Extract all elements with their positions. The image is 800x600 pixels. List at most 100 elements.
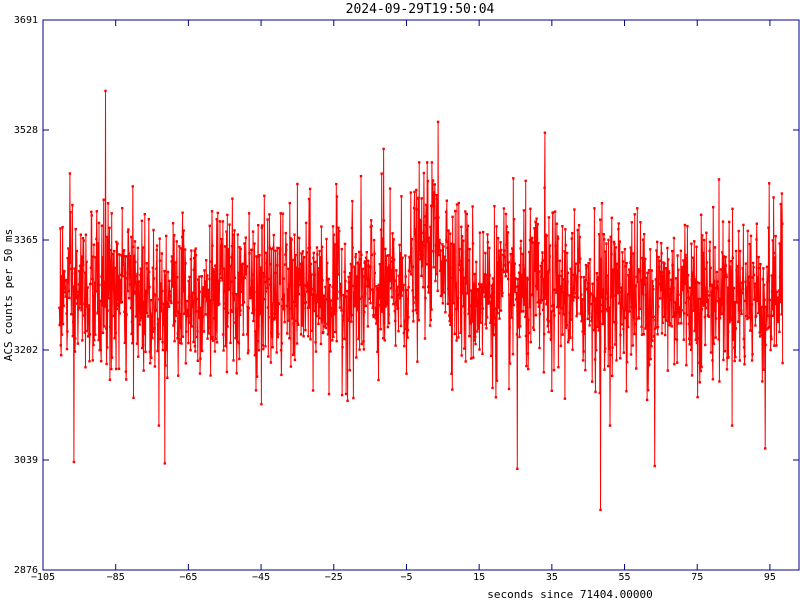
data-point <box>775 290 778 294</box>
data-point <box>109 260 112 263</box>
data-point <box>193 345 197 348</box>
data-point <box>326 333 330 336</box>
data-point <box>699 369 703 373</box>
data-point <box>370 224 373 228</box>
data-point <box>237 341 241 345</box>
data-point <box>232 359 235 362</box>
data-point <box>291 317 294 320</box>
data-point <box>597 275 600 279</box>
data-point <box>158 259 162 262</box>
data-point <box>689 297 692 301</box>
data-point <box>441 243 444 246</box>
data-point <box>705 261 709 264</box>
data-point <box>471 320 474 323</box>
data-point <box>641 256 644 260</box>
data-point <box>331 225 335 228</box>
data-point <box>429 318 432 322</box>
y-tick-label: 3528 <box>14 125 38 136</box>
data-point <box>724 255 727 259</box>
data-point <box>254 330 257 333</box>
data-point <box>244 260 247 263</box>
data-point <box>619 333 622 337</box>
data-point <box>518 263 522 267</box>
data-point <box>753 282 757 285</box>
data-point <box>365 274 368 278</box>
data-point <box>764 343 767 347</box>
data-point <box>335 340 338 343</box>
data-point <box>552 309 555 313</box>
data-point <box>324 298 328 301</box>
data-point <box>665 268 668 271</box>
data-point <box>232 233 235 236</box>
data-point <box>395 269 398 272</box>
data-point <box>149 299 153 302</box>
data-point <box>280 342 283 345</box>
data-point <box>617 302 621 305</box>
data-point <box>64 295 68 298</box>
data-point <box>774 234 777 238</box>
data-point <box>664 306 667 310</box>
data-point <box>485 316 489 319</box>
data-point <box>616 291 620 295</box>
data-point <box>462 305 465 308</box>
data-point <box>337 226 340 229</box>
data-point <box>728 265 732 268</box>
data-point <box>599 218 602 221</box>
data-point <box>461 292 464 295</box>
data-point <box>567 329 571 332</box>
data-point <box>399 252 402 255</box>
data-point <box>189 258 193 261</box>
x-tick-label: 35 <box>546 572 558 583</box>
data-point <box>139 267 142 270</box>
data-point <box>732 286 736 290</box>
data-point <box>84 233 88 236</box>
data-point <box>477 327 480 330</box>
data-point <box>219 245 222 248</box>
data-point <box>744 280 747 283</box>
data-point <box>78 269 81 273</box>
data-point <box>113 337 116 340</box>
data-point <box>114 286 117 289</box>
data-point <box>749 316 752 319</box>
data-point <box>90 214 93 217</box>
data-point <box>188 321 191 324</box>
data-point <box>778 276 782 279</box>
data-point <box>745 314 748 318</box>
data-point <box>194 350 197 353</box>
data-point <box>157 317 160 321</box>
data-point <box>96 263 99 266</box>
data-point <box>290 238 293 241</box>
data-point <box>730 289 733 293</box>
data-point <box>262 347 265 351</box>
data-point <box>225 342 228 345</box>
data-point <box>692 256 695 259</box>
data-point <box>755 222 758 225</box>
data-point <box>421 240 424 244</box>
data-point <box>473 300 476 304</box>
data-point <box>612 320 615 324</box>
data-point <box>379 304 382 307</box>
data-point <box>170 255 174 258</box>
data-point <box>594 390 597 394</box>
data-point <box>457 336 460 339</box>
data-point <box>762 283 766 286</box>
data-point <box>295 266 298 269</box>
data-point <box>302 256 306 259</box>
data-point <box>669 278 673 281</box>
data-point <box>444 259 447 262</box>
data-point <box>437 253 440 257</box>
data-point <box>179 326 182 329</box>
data-point <box>617 228 620 231</box>
data-point <box>122 249 126 252</box>
data-point <box>413 234 416 237</box>
data-point <box>270 247 273 251</box>
data-point <box>146 267 149 270</box>
data-point <box>712 342 716 345</box>
data-point <box>579 312 582 315</box>
data-point <box>620 286 623 289</box>
data-point <box>183 248 187 251</box>
data-point <box>166 376 169 379</box>
data-point <box>153 327 156 330</box>
data-point <box>261 344 265 347</box>
data-point <box>630 221 633 224</box>
